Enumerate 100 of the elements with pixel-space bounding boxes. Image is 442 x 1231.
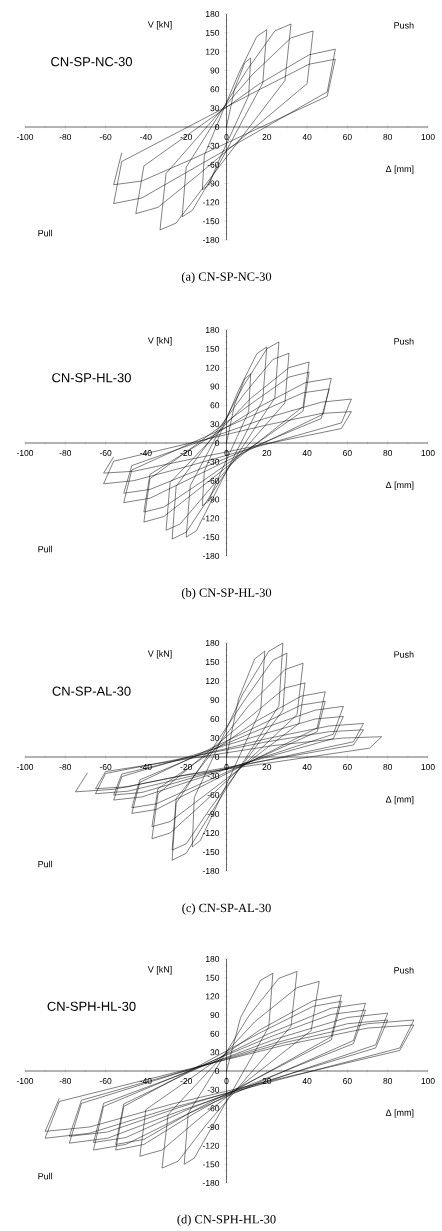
x-tick-label: -20 [180, 134, 192, 141]
x-tick-label: 80 [383, 134, 393, 141]
x-tick-label: 0 [224, 764, 229, 771]
text: CN-SPH-HL-30 [47, 1001, 136, 1011]
y-tick-label: -150 [202, 218, 220, 225]
x-tick-label: 40 [302, 764, 312, 771]
x-tick-label: -20 [180, 1078, 192, 1085]
x-tick-label: -60 [99, 764, 112, 771]
y-tick-label: -60 [207, 1105, 220, 1112]
x-tick-label: 20 [262, 134, 272, 141]
x-tick-label: 100 [421, 764, 435, 771]
x-axis-title: Δ [mm] [385, 795, 414, 805]
x-axis-title: Δ [mm] [385, 481, 414, 490]
y-tick-label: -180 [202, 1180, 220, 1186]
y-tick-label: -120 [202, 1142, 220, 1149]
y-tick-label: -30 [207, 142, 220, 149]
x-tick-label: 20 [262, 450, 272, 457]
x-tick-label: -40 [140, 1078, 152, 1085]
x-tick-label: -40 [140, 450, 152, 457]
y-tick-label: 90 [210, 383, 220, 390]
x-tick-label: 100 [421, 450, 435, 457]
annotation: Push [394, 651, 414, 658]
x-tick-label: -40 [140, 134, 152, 141]
y-tick-label: 0 [215, 440, 220, 446]
x-tick-label: -80 [59, 134, 72, 141]
text: CN-SP-HL-30 [52, 373, 131, 383]
y-tick-label: -60 [207, 477, 220, 484]
y-tick-label: -30 [207, 773, 220, 779]
y-tick-label: 120 [205, 993, 220, 1000]
y-tick-label: 60 [210, 716, 220, 722]
y-tick-label: -60 [207, 792, 220, 798]
x-tick-label: 20 [262, 764, 272, 771]
x-tick-label: 40 [302, 450, 312, 457]
text: CN-SP-AL-30 [52, 686, 131, 696]
text: (b) CN-SP-HL-30 [181, 588, 272, 600]
x-tick-label: -60 [99, 450, 112, 457]
y-tick-label: 180 [205, 956, 220, 963]
text: CN-SP-NC-30 [51, 57, 132, 67]
y-tick-label: 30 [210, 105, 220, 112]
x-tick-label: 40 [302, 1078, 312, 1085]
y-tick-label: -150 [202, 849, 220, 855]
y-tick-label: 120 [205, 364, 220, 371]
x-tick-label: -80 [59, 450, 72, 457]
x-axis-title: Δ [mm] [385, 1109, 414, 1118]
y-tick-label: -180 [202, 868, 220, 874]
y-tick-label: -120 [202, 830, 220, 836]
text: (c) CN-SP-AL-30 [182, 903, 271, 915]
x-tick-label: 80 [383, 1078, 393, 1085]
x-tick-label: -40 [140, 764, 152, 771]
x-tick-label: 60 [343, 764, 352, 771]
y-tick-label: 150 [205, 345, 220, 352]
x-tick-label: 0 [224, 450, 229, 457]
x-tick-label: -80 [59, 764, 72, 771]
y-tick-label: 90 [210, 1012, 220, 1019]
y-tick-label: 60 [210, 402, 220, 409]
x-tick-label: 40 [302, 134, 312, 141]
x-tick-label: -80 [59, 1078, 72, 1085]
y-tick-label: -120 [202, 199, 220, 206]
y-tick-label: 150 [205, 659, 220, 665]
annotation: Push [394, 338, 414, 345]
x-tick-label: 100 [421, 134, 435, 141]
y-tick-label: 90 [210, 67, 220, 74]
x-tick-label: -100 [16, 134, 34, 141]
annotation: Pull [38, 1172, 53, 1180]
y-tick-label: 0 [215, 1068, 220, 1075]
y-tick-label: 0 [215, 754, 220, 760]
y-tick-label: 60 [210, 86, 220, 93]
y-tick-label: -180 [202, 553, 220, 559]
y-tick-label: 30 [210, 735, 220, 741]
x-tick-label: -100 [16, 764, 34, 771]
annotation: Pull [38, 860, 53, 868]
y-tick-label: -150 [202, 1161, 220, 1168]
x-tick-label: 60 [343, 134, 352, 141]
y-tick-label: 120 [205, 48, 220, 55]
x-tick-label: 60 [343, 450, 352, 457]
y-tick-label: 150 [205, 29, 220, 36]
y-tick-label: -150 [202, 534, 220, 541]
y-tick-label: -90 [207, 811, 220, 817]
annotation: Push [394, 22, 414, 29]
y-tick-label: -90 [207, 496, 220, 503]
text: (a) CN-SP-NC-30 [181, 272, 272, 284]
y-axis-title: V [kN] [147, 966, 172, 975]
annotation: Pull [38, 229, 53, 237]
text: (d) CN-SPH-HL-30 [177, 1214, 276, 1226]
y-tick-label: 180 [205, 327, 220, 333]
y-tick-label: 0 [215, 124, 220, 130]
x-tick-label: -60 [99, 1078, 112, 1085]
y-tick-label: 120 [205, 678, 220, 684]
y-tick-label: 180 [205, 640, 220, 646]
x-tick-label: -60 [99, 134, 112, 141]
x-tick-label: 100 [421, 1078, 435, 1085]
y-axis-title: V [kN] [147, 21, 172, 30]
y-tick-label: -180 [202, 237, 220, 243]
x-tick-label: -100 [16, 1078, 34, 1085]
x-axis-title: Δ [mm] [385, 165, 414, 174]
y-tick-label: 180 [205, 11, 220, 17]
y-tick-label: -120 [202, 515, 220, 522]
x-tick-label: 0 [224, 1078, 229, 1085]
x-tick-label: 20 [262, 1078, 272, 1085]
y-axis-title: V [kN] [147, 337, 172, 346]
